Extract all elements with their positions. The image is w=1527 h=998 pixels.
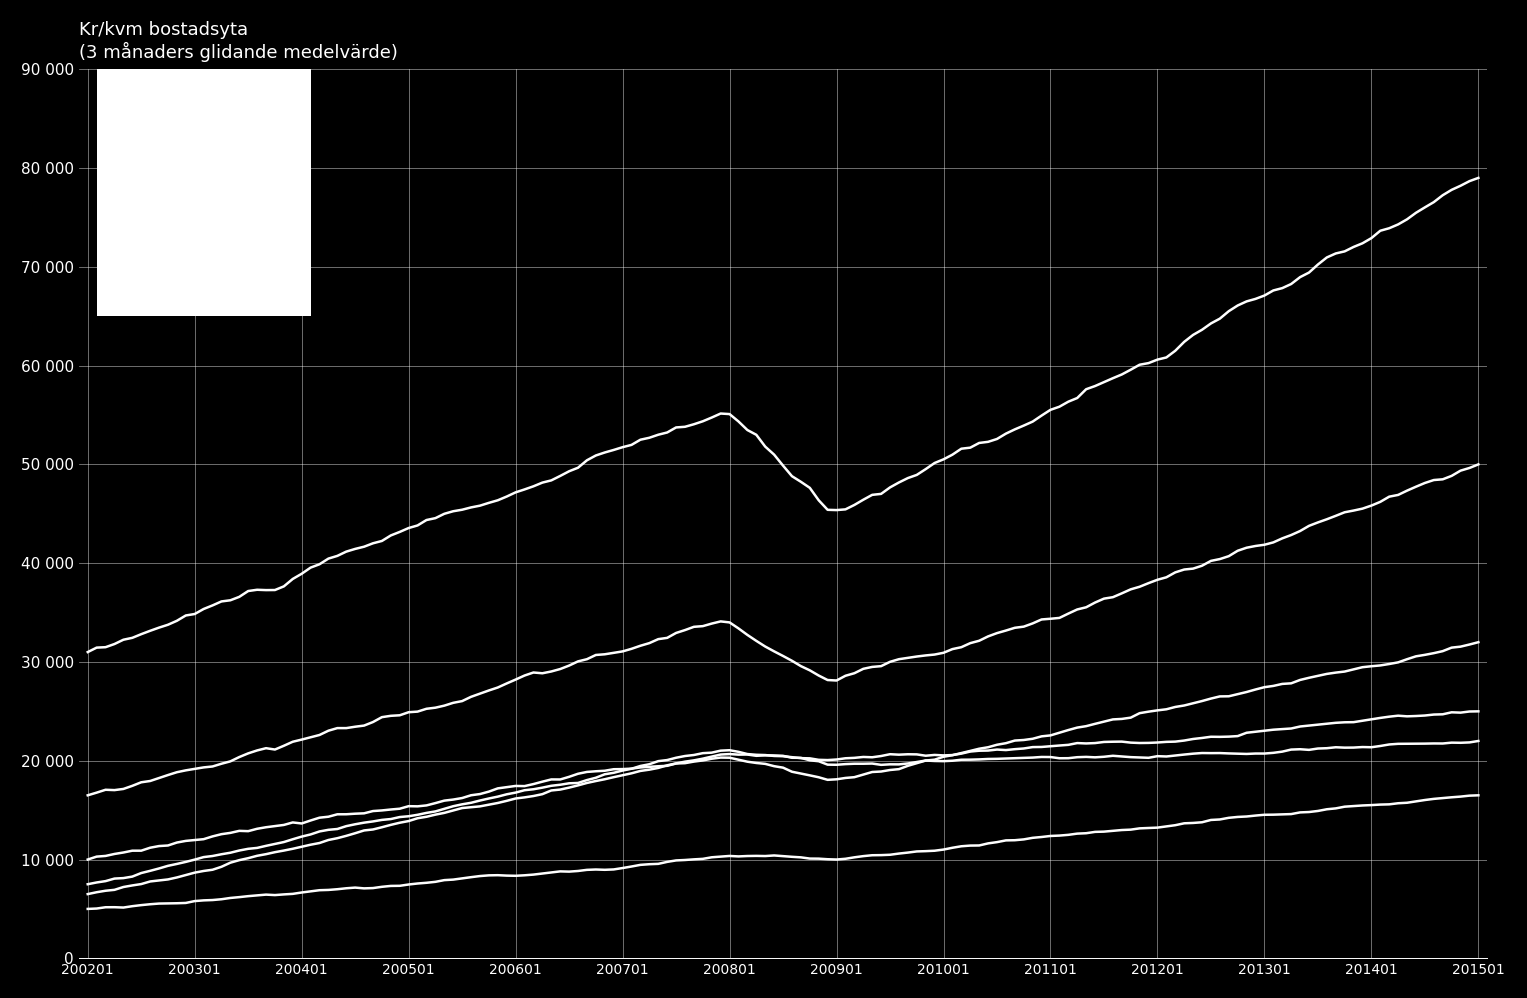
- Bar: [98, 69, 312, 316]
- Text: Kr/kvm bostadsyta
(3 månaders glidande medelvärde): Kr/kvm bostadsyta (3 månaders glidande m…: [79, 21, 397, 62]
